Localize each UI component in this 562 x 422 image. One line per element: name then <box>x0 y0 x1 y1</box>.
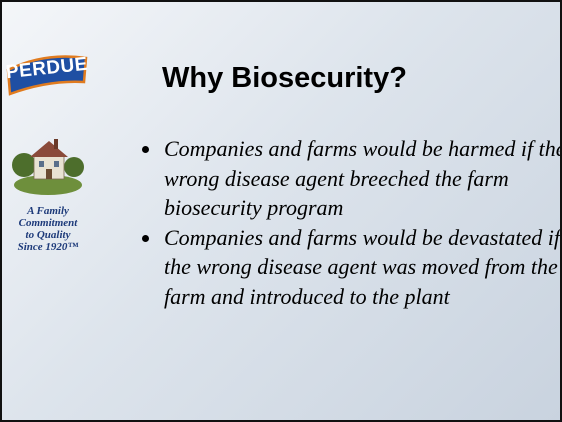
farm-illustration <box>12 127 84 197</box>
tagline-line: to Quality <box>2 229 94 241</box>
slide: PERDUE A Family Commitment to Quality Si… <box>0 0 562 422</box>
logo: PERDUE <box>4 50 90 98</box>
slide-title: Why Biosecurity? <box>162 62 407 95</box>
tagline-line: Since 1920™ <box>2 241 94 253</box>
sidebar: PERDUE A Family Commitment to Quality Si… <box>2 2 94 420</box>
bullet: Companies and farms would be devastated … <box>162 223 562 312</box>
bullet-list: Companies and farms would be harmed if t… <box>138 134 562 311</box>
bullet: Companies and farms would be harmed if t… <box>162 134 562 223</box>
tagline: A Family Commitment to Quality Since 192… <box>2 205 94 253</box>
tagline-line: A Family <box>2 205 94 217</box>
tagline-line: Commitment <box>2 217 94 229</box>
